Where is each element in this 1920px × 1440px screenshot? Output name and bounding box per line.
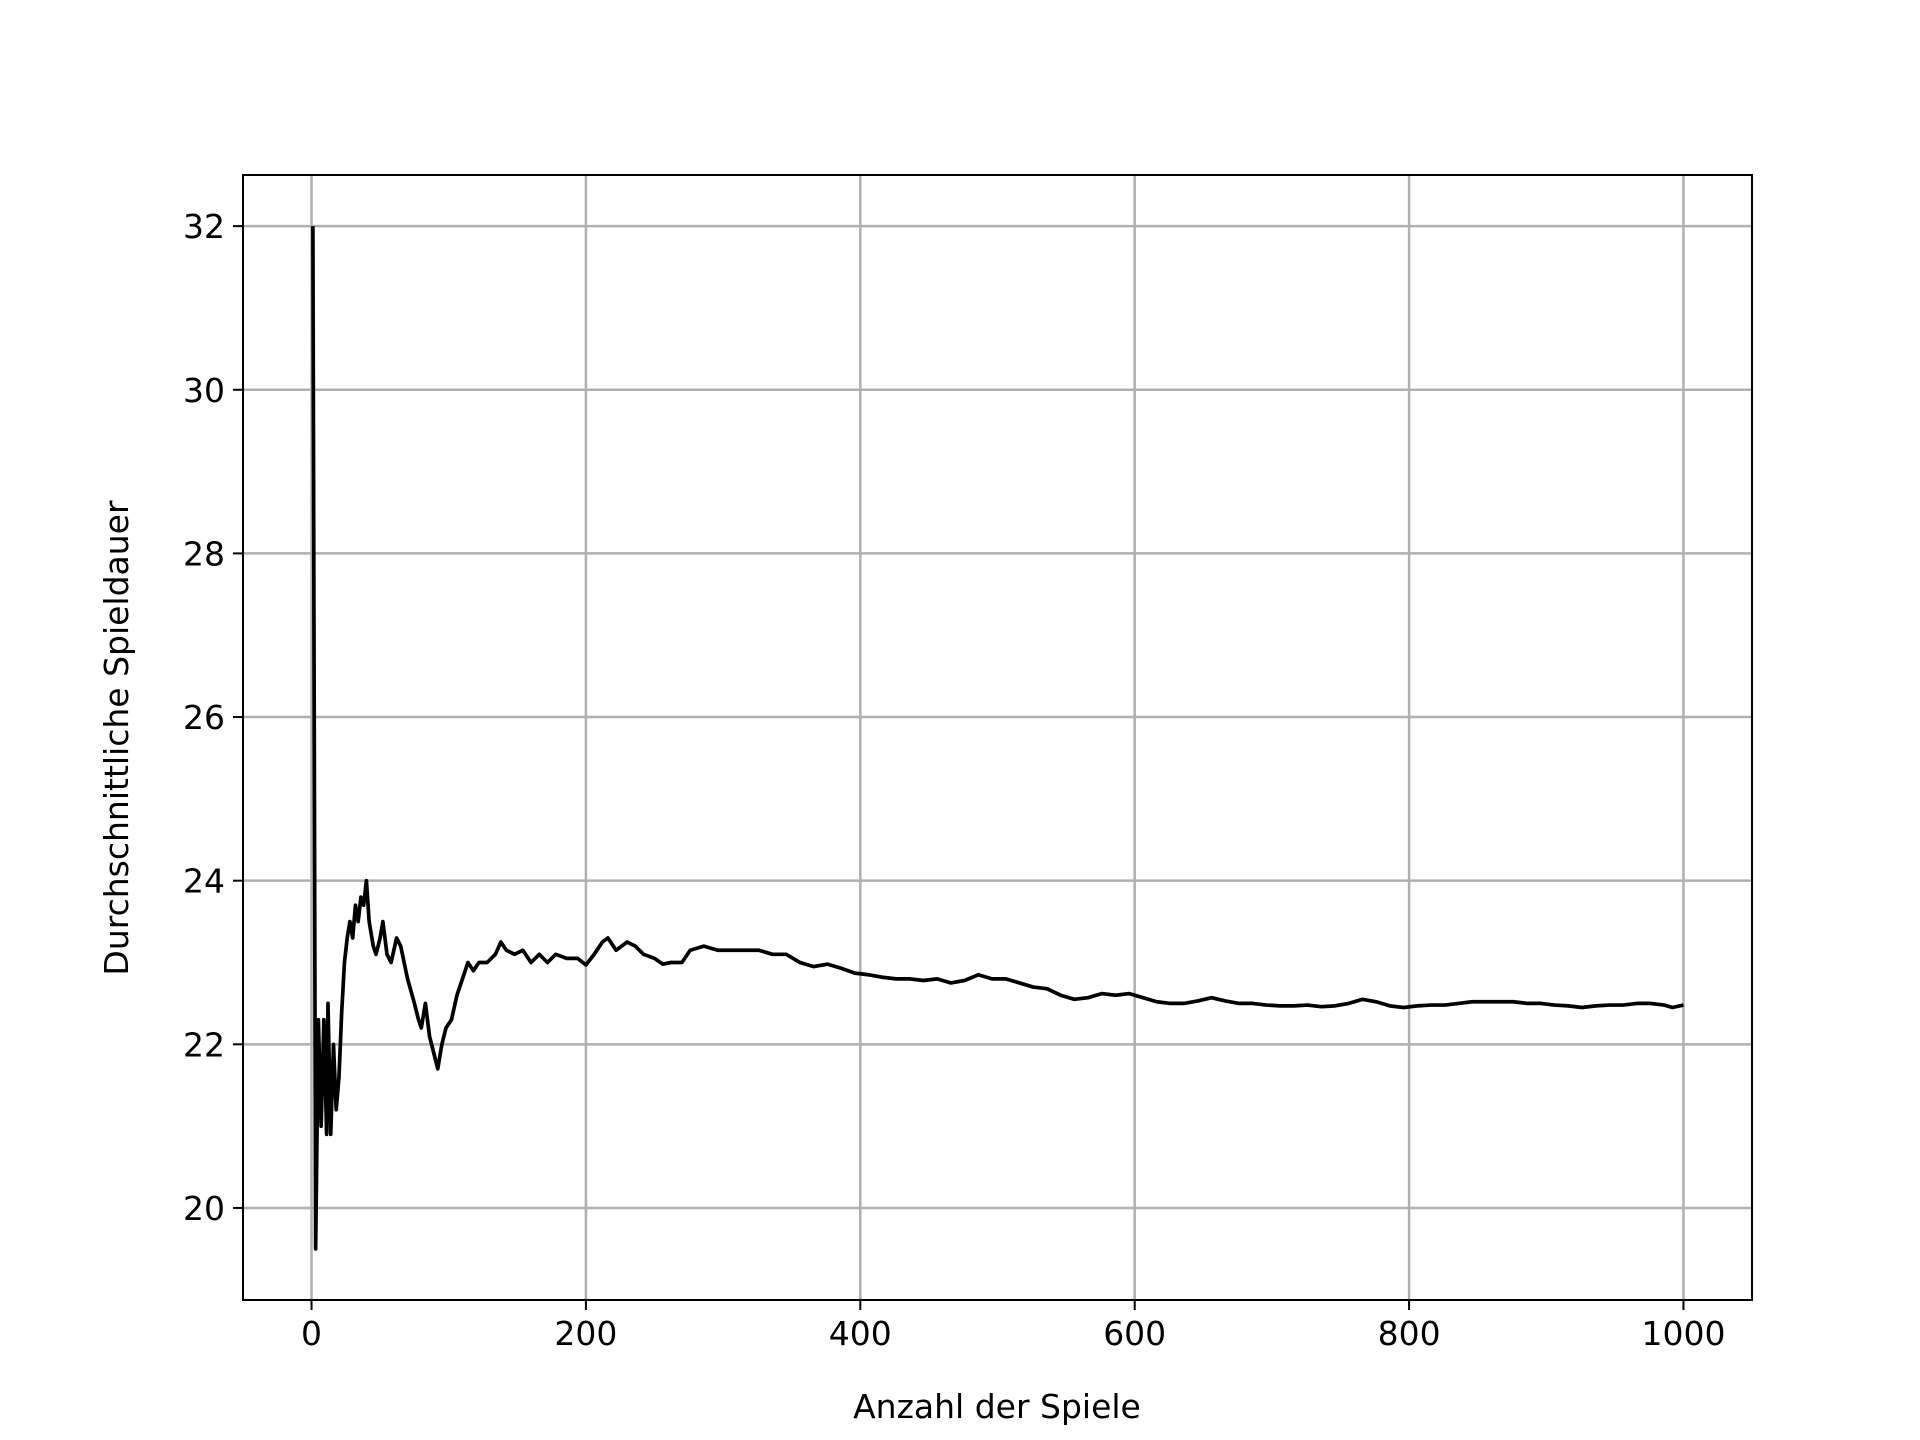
y-tick-label: 24 — [183, 862, 225, 901]
y-tick-label: 22 — [183, 1025, 225, 1064]
y-tick-label: 28 — [183, 534, 225, 573]
x-tick-label: 200 — [554, 1314, 617, 1353]
x-tick-label: 400 — [829, 1314, 892, 1353]
x-tick-label: 1000 — [1641, 1314, 1725, 1353]
y-tick-label: 20 — [183, 1189, 225, 1228]
y-tick-label: 32 — [183, 207, 225, 246]
y-tick-label: 30 — [183, 371, 225, 410]
plot-frame — [242, 174, 1753, 1301]
y-axis-label: Durchschnittliche Spieldauer — [97, 500, 136, 976]
x-tick-label: 0 — [301, 1314, 322, 1353]
y-tick-label: 26 — [183, 698, 225, 737]
x-axis-label: Anzahl der Spiele — [853, 1387, 1141, 1426]
x-tick-label: 800 — [1378, 1314, 1441, 1353]
data-line — [311, 226, 1684, 1251]
x-tick-label: 600 — [1103, 1314, 1166, 1353]
